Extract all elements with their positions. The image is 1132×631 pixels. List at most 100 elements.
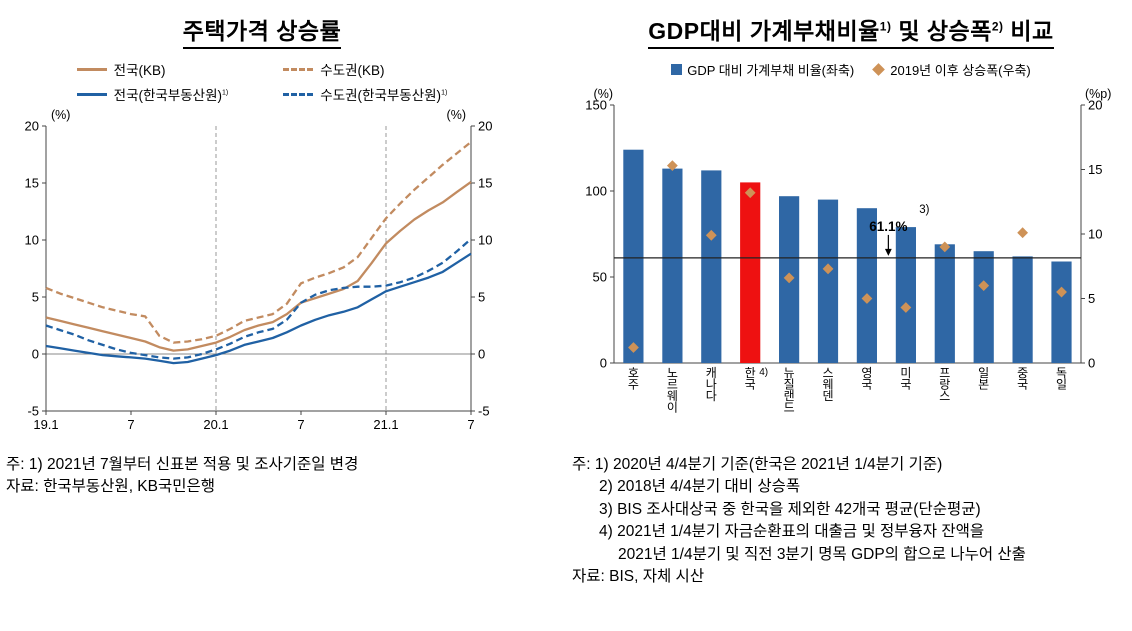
y-tick-label-right: 5 — [1088, 291, 1095, 306]
housing-price-panel: 주택가격 상승률 전국(KB) 수도권(KB) 전국(한국부동산원)1) 수도권(한국… — [6, 6, 518, 499]
debt-chart-legend: GDP 대비 가계부채 비율(좌축) 2019년 이후 상승폭(우축) — [572, 60, 1130, 79]
title-part: 및 상승폭 — [891, 18, 992, 44]
housing-price-chart: -5 -5 0 0 5 5 10 10 15 15 20 20 19.1 7 20.1 7 21.1 7 (%) (%… — [25, 108, 493, 432]
diamond-marker — [744, 187, 756, 199]
diamond-marker — [900, 302, 912, 313]
axis-unit-right: (%) — [447, 108, 466, 122]
note-line: 4) 2021년 1/4분기 자금순환표의 대출금 및 정부융자 잔액을 — [599, 523, 985, 541]
series-line — [45, 238, 472, 360]
debt-chart-title-text: GDP대비 가계부채비율1) 및 상승폭2) 비교 — [648, 18, 1054, 49]
legend-item: 전국(한국부동산원)1) — [76, 84, 229, 104]
y-tick-label-left: 0 — [32, 347, 39, 362]
axis-unit-left: (%) — [51, 108, 70, 122]
y-tick-label-left: 50 — [593, 270, 607, 285]
dashed-line-sample — [283, 67, 314, 71]
y-tick-label-left: 100 — [585, 184, 607, 199]
y-tick-label-right: 0 — [478, 347, 485, 362]
average-footnote-ref: 3) — [919, 204, 929, 216]
series-line — [45, 180, 472, 352]
legend-label: 2019년 이후 상승폭(우축) — [890, 63, 1031, 78]
y-tick-label-right: 20 — [478, 119, 492, 134]
y-tick-label-left: 15 — [25, 176, 39, 191]
solid-line-sample — [76, 67, 107, 71]
axis-unit-left: (%) — [594, 87, 613, 101]
y-tick-label-left: 150 — [585, 98, 607, 113]
bar — [1012, 256, 1033, 363]
debt-chart-notes: 주: 1) 2020년 4/4분기 기준(한국은 2021년 1/4분기 기준)… — [572, 454, 1130, 589]
series-line — [45, 141, 472, 344]
legend-label: GDP 대비 가계부채 비율(좌축) — [687, 63, 855, 78]
x-tick-label: 7 — [467, 417, 474, 432]
solid-line-sample — [76, 92, 107, 96]
dashed-line-sample — [283, 92, 314, 96]
housing-chart-legend: 전국(KB) 수도권(KB) 전국(한국부동산원)1) 수도권(한국부동산원)1) — [6, 59, 518, 104]
diamond-marker — [861, 293, 873, 304]
x-tick-label: 7 — [297, 417, 304, 432]
y-tick-label-right: 20 — [1088, 98, 1102, 113]
annotation-arrowhead-icon — [884, 248, 892, 256]
y-tick-label-right: 10 — [478, 233, 492, 248]
diamond-swatch-icon — [872, 63, 886, 76]
bar — [934, 244, 955, 363]
x-tick-label: 20.1 — [203, 417, 228, 432]
x-tick-label: 7 — [127, 417, 134, 432]
legend-item: 수도권(한국부동산원)1) — [283, 84, 447, 104]
diamond-marker — [1017, 227, 1029, 239]
y-tick-label-right: 5 — [478, 290, 485, 305]
housing-chart-title-text: 주택가격 상승률 — [182, 18, 342, 49]
note-line: 주: 1) 2021년 7월부터 신표본 적용 및 조사기준일 변경 — [6, 456, 359, 473]
y-tick-label-left: 20 — [25, 119, 39, 134]
y-tick-label-right: -5 — [478, 404, 490, 419]
housing-chart-title: 주택가격 상승률 — [6, 12, 518, 49]
legend-label: 전국(KB) — [113, 63, 166, 78]
diamond-marker — [783, 272, 795, 284]
title-footnote-ref: 2) — [991, 19, 1004, 34]
y-tick-label-right: 15 — [478, 176, 492, 191]
legend-label: 수도권(한국부동산원)1) — [320, 88, 448, 103]
note-line: 3) BIS 조사대상국 중 한국을 제외한 42개국 평균(단순평균) — [599, 500, 981, 518]
diamond-marker — [705, 229, 717, 241]
note-line: 2) 2018년 4/4분기 대비 상승폭 — [599, 478, 801, 496]
bar-swatch-icon — [671, 64, 683, 75]
source-line: 자료: 한국부동산원, KB국민은행 — [6, 478, 216, 496]
average-annotation: 61.1% — [869, 219, 907, 234]
y-tick-label-left: 5 — [32, 290, 39, 305]
bar — [856, 208, 877, 363]
bar — [662, 168, 683, 363]
note-line: 2021년 1/4분기 및 직전 3분기 명목 GDP의 합으로 나누어 산출 — [618, 545, 1026, 563]
title-part: 비교 — [1003, 18, 1054, 44]
debt-ratio-chart: 0 50 100 150 0 5 10 15 20 (%) (%p) 61.1% 3) 호 주 노 르 웨 이 캐 나 다… — [585, 87, 1111, 415]
source-line: 자료: BIS, 자체 시산 — [572, 568, 705, 586]
axis-unit-right: (%p) — [1085, 87, 1111, 101]
y-tick-label-right: 0 — [1088, 356, 1095, 371]
bar — [623, 149, 644, 363]
series-line — [45, 252, 472, 365]
legend-item: 2019년 이후 상승폭(우축) — [872, 60, 1031, 79]
bar — [973, 251, 994, 363]
y-tick-label-right: 15 — [1088, 162, 1102, 177]
bar — [740, 182, 761, 363]
category-footnote-ref: 4) — [759, 367, 768, 378]
y-tick-label-left: 10 — [25, 233, 39, 248]
title-part: GDP대비 가계부채비율 — [648, 18, 880, 44]
title-footnote-ref: 1) — [879, 19, 892, 34]
diamond-marker — [939, 241, 951, 253]
diamond-marker — [666, 160, 678, 172]
bar — [895, 227, 916, 363]
x-tick-label: 21.1 — [373, 417, 398, 432]
diamond-marker — [978, 280, 990, 291]
legend-label: 수도권(KB) — [320, 63, 385, 78]
legend-footnote-ref: 1) — [222, 89, 229, 97]
legend-footnote-ref: 1) — [441, 89, 448, 97]
